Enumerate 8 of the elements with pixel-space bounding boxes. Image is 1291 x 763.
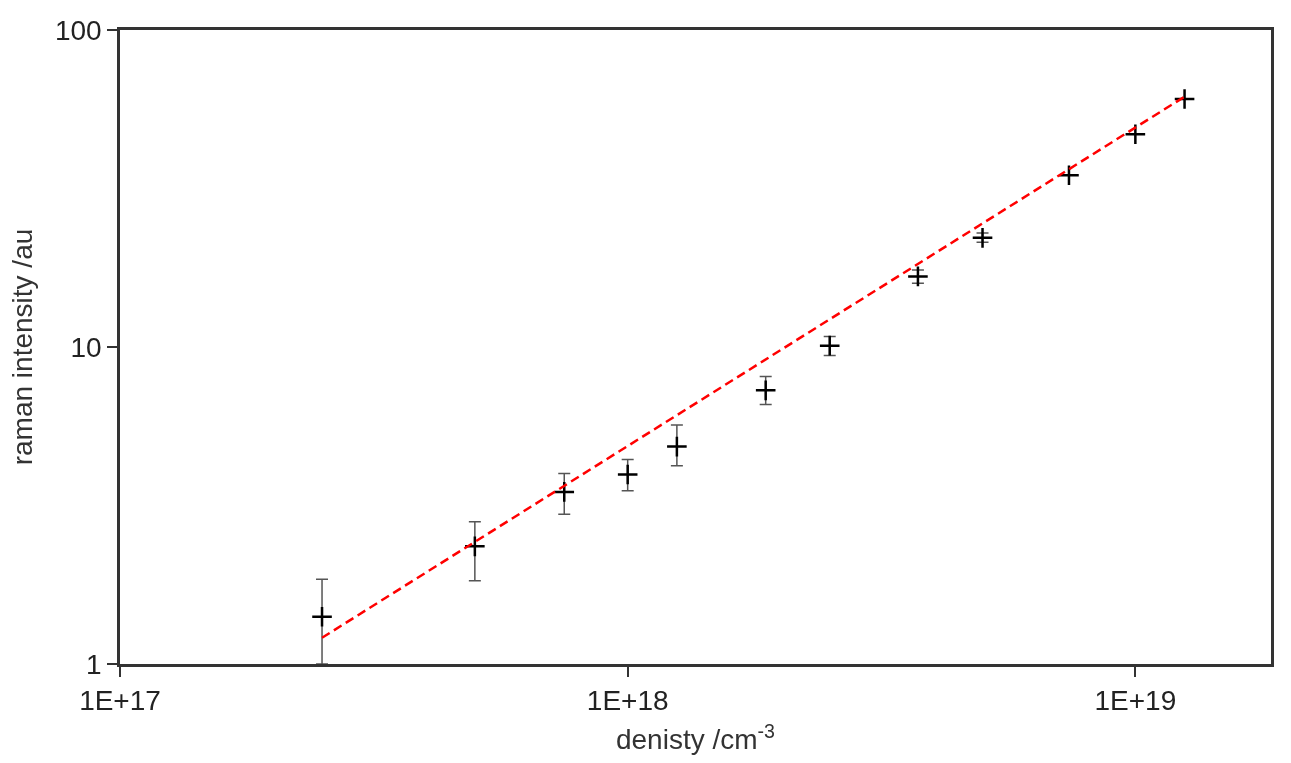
y-tick-label: 1 — [86, 648, 102, 680]
y-tick-label: 100 — [54, 14, 102, 46]
y-axis-title: raman intensity /au — [6, 228, 38, 466]
x-tick-label: 1E+17 — [79, 685, 161, 717]
y-tick-label: 10 — [70, 331, 102, 363]
x-tick-label: 1E+18 — [586, 685, 669, 717]
x-axis-title: denisty /cm$^{-3}$ — [615, 719, 776, 756]
x-tick-label: 1E+19 — [1094, 685, 1177, 717]
